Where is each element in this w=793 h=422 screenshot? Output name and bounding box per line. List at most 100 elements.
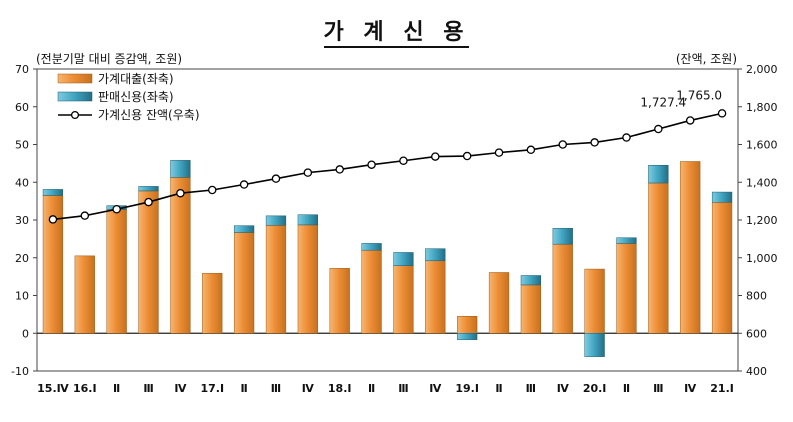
legend-swatch-loans — [57, 73, 93, 84]
balance-point — [335, 165, 344, 174]
left-axis-unit-label: (전분기말 대비 증감액, 조원) — [36, 52, 183, 66]
loan-bar — [297, 224, 318, 334]
loan-bar — [393, 265, 414, 334]
balance-point — [303, 168, 313, 177]
sales-credit-bar — [42, 189, 64, 196]
sales-credit-bar — [552, 228, 573, 245]
balance-point — [717, 109, 727, 118]
balance-point — [431, 152, 440, 161]
legend-label: 판매신용(좌축) — [98, 90, 174, 104]
legend-label: 가계신용 잔액(우축) — [98, 108, 200, 122]
left-axis-tick-label: 0 — [22, 327, 29, 340]
x-axis-tick-label: Ⅲ — [653, 382, 663, 395]
sales-credit-bar — [138, 186, 159, 192]
loan-bar — [552, 243, 573, 334]
left-axis-tick-label: 40 — [15, 176, 29, 189]
x-axis-tick-label: 18.Ⅰ — [328, 382, 352, 395]
x-axis-tick-label: Ⅲ — [271, 382, 281, 395]
loan-bar — [616, 243, 637, 334]
sales-credit-bar — [584, 333, 605, 357]
sales-credit-bar — [265, 215, 287, 226]
loan-bar — [74, 255, 95, 334]
balance-point — [271, 174, 281, 183]
sales-credit-bar — [233, 225, 255, 233]
right-axis-tick-label: 400 — [746, 365, 767, 378]
x-axis-tick-label: Ⅳ — [174, 382, 187, 395]
chart-title-text: 가 계 신 용 — [323, 19, 470, 48]
loan-bar — [233, 232, 255, 334]
balance-point — [144, 197, 153, 207]
balance-point — [48, 215, 58, 224]
loan-bar — [138, 190, 159, 334]
legend-swatch-balance-marker — [70, 110, 80, 120]
balance-point — [558, 140, 568, 149]
x-axis-tick-label: Ⅳ — [429, 382, 442, 395]
sales-credit-bar — [297, 214, 318, 226]
x-axis-tick-label: 20.Ⅰ — [583, 382, 607, 395]
loan-bar — [329, 268, 350, 334]
sales-credit-bar — [361, 243, 382, 251]
x-axis-tick-label: Ⅲ — [526, 382, 536, 395]
left-axis-tick-label: 50 — [15, 139, 29, 152]
balance-point — [590, 138, 599, 147]
loan-bar — [488, 272, 510, 334]
right-axis-tick-label: 1,200 — [746, 214, 778, 227]
right-axis-tick-label: 800 — [746, 290, 767, 303]
balance-point — [399, 156, 408, 165]
legend-label: 가계대출(좌축) — [98, 72, 174, 86]
balance-point — [112, 204, 121, 214]
left-axis-tick-label: 70 — [15, 63, 29, 76]
right-axis-tick-label: 2,000 — [746, 63, 778, 76]
left-axis-tick-label: 30 — [15, 214, 29, 227]
balance-point — [176, 188, 185, 198]
balance-point — [207, 185, 217, 195]
sales-credit-bar — [393, 252, 414, 266]
balance-point — [526, 145, 536, 155]
left-axis-tick-label: 20 — [15, 252, 29, 265]
right-axis-tick-label: 1,600 — [746, 139, 778, 152]
legend-swatch-sales-credit — [57, 91, 93, 102]
x-axis-tick-label: 19.Ⅰ — [455, 382, 479, 395]
right-axis-tick-label: 1,000 — [746, 252, 778, 265]
loan-bar — [361, 249, 382, 334]
right-axis-tick-label: 1,400 — [746, 176, 778, 189]
sales-credit-bar — [170, 160, 191, 178]
loan-bar — [711, 202, 733, 334]
sales-credit-bar — [425, 248, 446, 262]
balance-point — [494, 148, 504, 157]
loan-bar — [457, 316, 478, 334]
balance-point — [239, 180, 249, 189]
x-axis-tick-label: Ⅱ — [240, 382, 247, 395]
left-axis-tick-label: -10 — [11, 365, 29, 378]
sales-credit-bar — [616, 237, 637, 244]
sales-credit-bar — [520, 275, 542, 286]
sales-credit-bar — [711, 191, 733, 203]
chart-title: 가 계 신 용 — [0, 14, 793, 48]
x-axis-tick-label: Ⅱ — [495, 382, 502, 395]
balance-line — [52, 112, 723, 221]
x-axis-tick-label: Ⅱ — [623, 382, 630, 395]
x-axis-tick-label: Ⅲ — [398, 382, 408, 395]
balance-point — [622, 133, 631, 142]
balance-point — [685, 116, 695, 125]
left-axis-tick-label: 10 — [15, 290, 29, 303]
loan-bar — [265, 225, 287, 334]
x-axis-tick-label: Ⅳ — [557, 382, 570, 395]
loan-bar — [425, 260, 446, 334]
loan-bar — [202, 272, 223, 334]
loan-bar — [680, 161, 701, 334]
x-axis-tick-label: 21.Ⅰ — [710, 382, 734, 395]
loan-bar — [584, 268, 605, 334]
loan-bar — [520, 284, 542, 334]
loan-bar — [106, 209, 127, 334]
x-axis-tick-label: 17.Ⅰ — [200, 382, 224, 395]
x-axis-tick-label: Ⅳ — [302, 382, 315, 395]
balance-point — [367, 160, 376, 169]
balance-point — [462, 151, 472, 161]
x-axis-tick-label: 15.Ⅳ — [37, 382, 69, 395]
loan-bar — [170, 177, 191, 334]
balance-point — [654, 124, 663, 134]
data-label: 1,765.0 — [676, 88, 722, 102]
